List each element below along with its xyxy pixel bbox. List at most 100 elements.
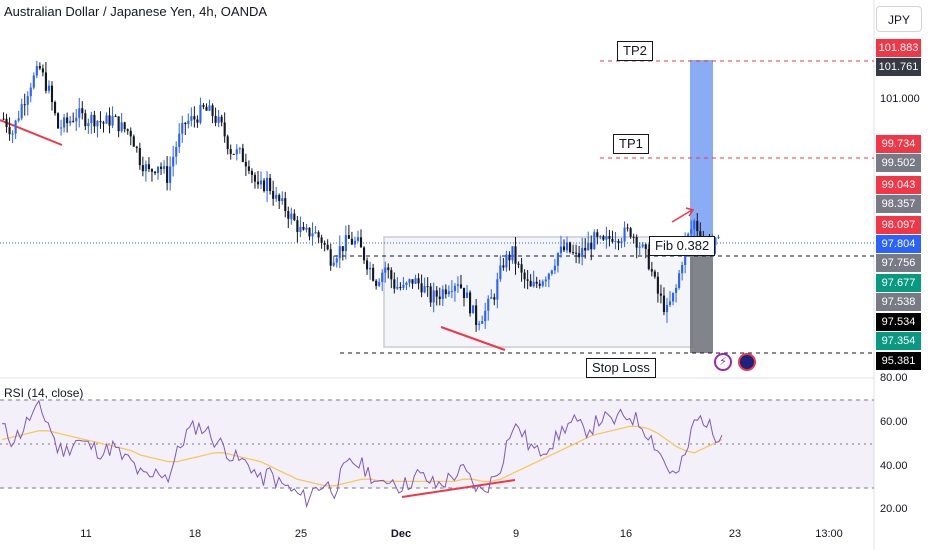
candle[interactable] xyxy=(317,232,320,238)
candle[interactable] xyxy=(562,246,566,251)
candle[interactable] xyxy=(238,148,241,150)
candle[interactable] xyxy=(41,68,44,73)
candle[interactable] xyxy=(44,72,47,91)
candle[interactable] xyxy=(432,290,435,303)
rsi-trendline[interactable] xyxy=(401,479,516,498)
candle[interactable] xyxy=(535,281,538,284)
candle[interactable] xyxy=(372,267,375,281)
candle[interactable] xyxy=(17,118,20,121)
candle[interactable] xyxy=(665,304,669,313)
candle[interactable] xyxy=(508,254,511,261)
lightning-icon[interactable]: ⚡ xyxy=(714,353,732,371)
candle[interactable] xyxy=(520,264,523,273)
candle[interactable] xyxy=(381,272,384,282)
candle[interactable] xyxy=(487,298,490,311)
candle[interactable] xyxy=(690,229,693,234)
candle[interactable] xyxy=(75,117,78,122)
candle[interactable] xyxy=(153,171,157,174)
candle[interactable] xyxy=(108,115,111,126)
candle[interactable] xyxy=(623,227,626,242)
candle[interactable] xyxy=(20,104,23,119)
candle[interactable] xyxy=(532,281,535,287)
candles-group[interactable] xyxy=(2,61,720,332)
candle[interactable] xyxy=(90,114,93,124)
candle[interactable] xyxy=(444,289,447,295)
candle[interactable] xyxy=(493,297,496,300)
candle[interactable] xyxy=(572,252,575,254)
tp1-label[interactable]: TP1 xyxy=(613,134,649,154)
candle[interactable] xyxy=(414,278,417,284)
candle[interactable] xyxy=(93,114,96,127)
candle[interactable] xyxy=(281,198,284,202)
candle[interactable] xyxy=(484,310,487,322)
candle[interactable] xyxy=(78,108,81,118)
candle[interactable] xyxy=(529,280,532,287)
candle[interactable] xyxy=(193,116,196,120)
candle[interactable] xyxy=(2,118,5,120)
candle[interactable] xyxy=(668,301,672,305)
candle[interactable] xyxy=(344,235,347,252)
candle[interactable] xyxy=(199,104,202,123)
candle[interactable] xyxy=(581,247,584,258)
candle[interactable] xyxy=(426,286,429,288)
candle[interactable] xyxy=(232,153,235,155)
fib-label[interactable]: Fib 0.382 xyxy=(649,236,716,256)
candle[interactable] xyxy=(411,279,414,284)
candle[interactable] xyxy=(538,283,541,286)
candle[interactable] xyxy=(214,115,217,123)
candle[interactable] xyxy=(269,177,272,191)
candle[interactable] xyxy=(156,166,160,174)
candle[interactable] xyxy=(226,136,229,150)
candle[interactable] xyxy=(469,292,472,314)
candle[interactable] xyxy=(308,227,311,237)
candle[interactable] xyxy=(565,242,569,251)
candle[interactable] xyxy=(435,290,438,297)
candle[interactable] xyxy=(671,292,675,302)
candle[interactable] xyxy=(329,249,332,266)
candle[interactable] xyxy=(638,246,641,248)
candle[interactable] xyxy=(187,120,190,125)
candle[interactable] xyxy=(405,282,408,285)
candle[interactable] xyxy=(644,244,647,249)
candle[interactable] xyxy=(253,174,257,182)
candle[interactable] xyxy=(223,122,226,137)
candle[interactable] xyxy=(635,236,638,248)
candle[interactable] xyxy=(302,226,305,230)
candle[interactable] xyxy=(29,87,32,97)
candle[interactable] xyxy=(472,305,475,314)
candle[interactable] xyxy=(87,123,90,127)
candle[interactable] xyxy=(63,117,66,128)
target-zone[interactable] xyxy=(690,60,713,256)
candle[interactable] xyxy=(129,130,132,137)
candle[interactable] xyxy=(547,273,550,280)
candle[interactable] xyxy=(290,213,293,219)
candle[interactable] xyxy=(517,263,520,265)
candle[interactable] xyxy=(259,180,263,185)
candle[interactable] xyxy=(56,113,60,129)
candle[interactable] xyxy=(53,102,57,114)
candle[interactable] xyxy=(159,166,163,169)
candle[interactable] xyxy=(365,260,369,270)
candle[interactable] xyxy=(356,237,360,241)
candle[interactable] xyxy=(272,190,275,199)
candle[interactable] xyxy=(544,279,547,282)
candle[interactable] xyxy=(453,285,456,292)
candle[interactable] xyxy=(550,270,553,274)
candle[interactable] xyxy=(247,166,250,171)
candle[interactable] xyxy=(590,242,593,250)
candle[interactable] xyxy=(220,116,223,123)
candle[interactable] xyxy=(190,116,193,121)
candle[interactable] xyxy=(135,146,138,149)
candle[interactable] xyxy=(599,236,602,238)
candle[interactable] xyxy=(650,269,653,272)
candle[interactable] xyxy=(478,323,481,326)
candle[interactable] xyxy=(496,279,499,300)
candle[interactable] xyxy=(99,121,102,123)
candle[interactable] xyxy=(675,288,678,293)
candle[interactable] xyxy=(293,213,296,221)
candle[interactable] xyxy=(514,246,517,264)
candle[interactable] xyxy=(314,232,317,234)
consolidation-box[interactable] xyxy=(383,236,693,348)
candle[interactable] xyxy=(332,262,335,266)
